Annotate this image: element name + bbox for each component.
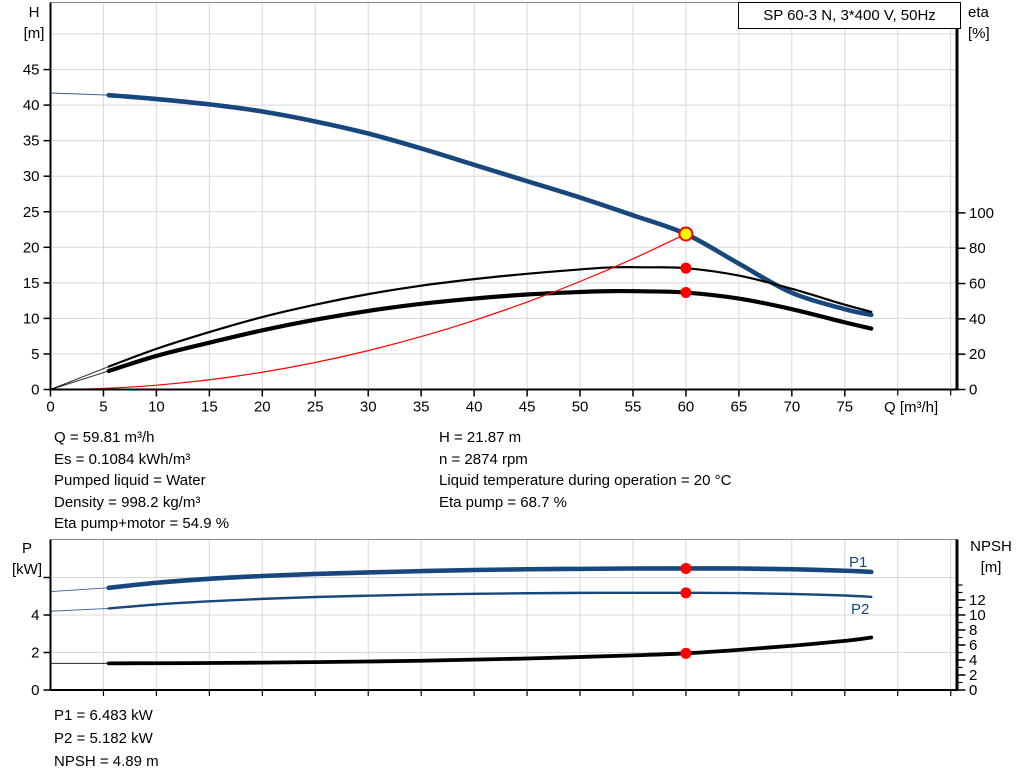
y-right-tick-label: 0 <box>969 682 977 699</box>
y-right-tick-label: 6 <box>969 637 977 654</box>
eta-pump-motor-curve <box>106 288 874 374</box>
y-left-tick-label: 0 <box>31 382 39 399</box>
x-tick-label: 0 <box>46 399 54 416</box>
system-curve <box>49 233 687 391</box>
y-right-tick-label: 40 <box>969 311 986 328</box>
x-tick-label: 20 <box>254 399 271 416</box>
eta-axis-label: eta [%] <box>968 2 990 44</box>
p2-curve-lead <box>50 607 109 612</box>
y-left-tick-label: 40 <box>23 97 40 114</box>
y-left-tick-label: 5 <box>31 346 39 363</box>
y-right-tick-label: 4 <box>969 652 977 669</box>
info-line: Liquid temperature during operation = 20… <box>439 472 732 489</box>
x-tick-label: 75 <box>836 399 853 416</box>
eta-pump-motor-point-marker <box>680 287 692 299</box>
eta-pump-motor-curve-lead <box>50 370 109 390</box>
eta-pump-curve <box>107 265 873 368</box>
y-left-tick-label: 10 <box>23 310 40 327</box>
x-tick-label: 65 <box>731 399 748 416</box>
y-right-tick-label: 10 <box>969 607 986 624</box>
p1-curve-label: P1 <box>849 554 867 571</box>
info-line: P2 = 5.182 kW <box>54 730 153 747</box>
h-axis-quantity: H <box>28 4 40 21</box>
h-axis-label: H [m] <box>16 2 52 44</box>
q-axis-label: Q [m³/h] <box>884 399 939 416</box>
x-tick-label: 10 <box>148 399 165 416</box>
y-right-tick-label: 8 <box>969 622 977 639</box>
head-curve <box>106 92 874 318</box>
h-axis-unit: [m] <box>23 25 45 42</box>
duty-info-left: Q = 59.81 m³/h Es = 0.1084 kWh/m³ Pumped l… <box>54 427 229 535</box>
x-tick-label: 45 <box>519 399 536 416</box>
y-left-tick-label: 35 <box>23 133 40 150</box>
y-left-tick-label: 30 <box>23 168 40 185</box>
p-axis-quantity: P <box>21 540 32 557</box>
info-line: P1 = 6.483 kW <box>54 707 153 724</box>
npsh-point-marker <box>680 647 692 659</box>
info-line: Pumped liquid = Water <box>54 472 206 489</box>
x-tick-label: 60 <box>678 399 695 416</box>
y-left-tick-label: 2 <box>31 645 39 662</box>
pump-title-box: SP 60-3 N, 3*400 V, 50Hz <box>738 2 961 29</box>
npsh-axis-unit: [m] <box>980 559 1002 576</box>
y-left-tick-label: 45 <box>23 62 40 79</box>
y-right-tick-label: 20 <box>969 346 986 363</box>
info-line: H = 21.87 m <box>439 429 522 446</box>
eta-pump-point-marker <box>680 262 692 274</box>
p-axis-label: P [kW] <box>6 538 48 580</box>
x-tick-label: 40 <box>466 399 483 416</box>
npsh-axis-label: NPSH [m] <box>962 536 1020 578</box>
x-tick-label: 30 <box>360 399 377 416</box>
y-left-tick-label: 4 <box>31 607 39 624</box>
y-left-tick-label: 20 <box>23 239 40 256</box>
y-right-tick-label: 0 <box>969 382 977 399</box>
npsh-curve <box>106 635 874 666</box>
info-line: n = 2874 rpm <box>439 450 528 468</box>
npsh-axis-quantity: NPSH <box>970 538 1012 555</box>
x-tick-label: 50 <box>572 399 589 416</box>
head-curve-lead <box>50 92 109 96</box>
y-left-tick-label: 15 <box>23 275 40 292</box>
info-line: Density = 998.2 kg/m³ <box>54 493 201 511</box>
x-tick-label: 70 <box>784 399 801 416</box>
eta-axis-unit: [%] <box>968 25 990 42</box>
x-tick-label: 5 <box>99 399 107 416</box>
duty-info-right: H = 21.87 m n = 2874 rpm Liquid temperatur… <box>439 427 731 513</box>
y-left-tick-label: 25 <box>23 204 40 221</box>
y-right-tick-label: 80 <box>969 240 986 257</box>
info-line: NPSH = 4.89 m <box>54 753 159 770</box>
p2-curve-label: P2 <box>851 601 869 618</box>
p2-point-marker <box>680 587 692 599</box>
info-line: Eta pump = 68.7 % <box>439 493 567 511</box>
y-right-tick-label: 100 <box>969 205 994 222</box>
p1-curve <box>106 566 874 591</box>
y-left-tick-label: 0 <box>31 682 39 699</box>
eta-pump-curve-lead <box>50 366 109 390</box>
x-tick-label: 35 <box>413 399 430 416</box>
eta-axis-quantity: eta <box>968 4 989 21</box>
info-line: Eta pump+motor = 54.9 % <box>54 515 230 532</box>
p-axis-unit: [kW] <box>12 561 42 578</box>
x-tick-label: 55 <box>625 399 642 416</box>
p1-curve-lead <box>50 587 109 593</box>
duty-point-marker <box>678 226 694 242</box>
y-right-tick-label: 12 <box>969 592 986 609</box>
info-line: Q = 59.81 m³/h <box>54 429 155 446</box>
y-right-tick-label: 60 <box>969 276 986 293</box>
y-right-tick-label: 2 <box>969 667 977 684</box>
p1-point-marker <box>680 562 692 574</box>
power-info: P1 = 6.483 kW P2 = 5.182 kW NPSH = 4.89 m <box>54 704 159 773</box>
p2-curve <box>107 591 873 610</box>
info-line: Es = 0.1084 kWh/m³ <box>54 450 191 468</box>
x-tick-label: 25 <box>307 399 324 416</box>
pump-title: SP 60-3 N, 3*400 V, 50Hz <box>763 7 936 24</box>
x-tick-label: 15 <box>201 399 218 416</box>
